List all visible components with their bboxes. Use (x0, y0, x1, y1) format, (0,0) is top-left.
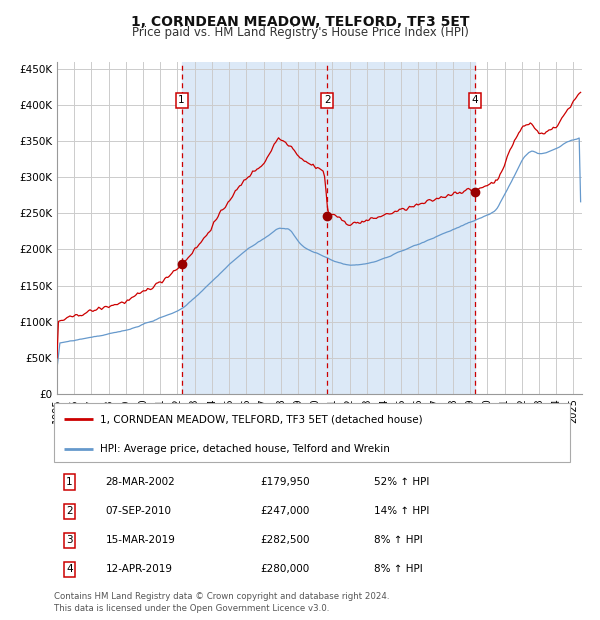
Text: 4: 4 (472, 95, 478, 105)
Text: HPI: Average price, detached house, Telford and Wrekin: HPI: Average price, detached house, Telf… (100, 444, 391, 454)
Bar (182, 62, 475, 394)
FancyBboxPatch shape (54, 403, 570, 462)
Text: £247,000: £247,000 (260, 506, 310, 516)
Text: 07-SEP-2010: 07-SEP-2010 (106, 506, 172, 516)
Text: Price paid vs. HM Land Registry's House Price Index (HPI): Price paid vs. HM Land Registry's House … (131, 26, 469, 38)
Text: 8% ↑ HPI: 8% ↑ HPI (374, 564, 422, 575)
Text: This data is licensed under the Open Government Licence v3.0.: This data is licensed under the Open Gov… (54, 604, 329, 613)
Text: £179,950: £179,950 (260, 477, 310, 487)
Text: 1: 1 (66, 477, 73, 487)
Text: 28-MAR-2002: 28-MAR-2002 (106, 477, 175, 487)
Text: £280,000: £280,000 (260, 564, 310, 575)
Text: 1, CORNDEAN MEADOW, TELFORD, TF3 5ET: 1, CORNDEAN MEADOW, TELFORD, TF3 5ET (131, 15, 469, 29)
Text: £282,500: £282,500 (260, 535, 310, 546)
Text: 52% ↑ HPI: 52% ↑ HPI (374, 477, 429, 487)
Text: Contains HM Land Registry data © Crown copyright and database right 2024.: Contains HM Land Registry data © Crown c… (54, 592, 389, 601)
Text: 1, CORNDEAN MEADOW, TELFORD, TF3 5ET (detached house): 1, CORNDEAN MEADOW, TELFORD, TF3 5ET (de… (100, 415, 423, 425)
Text: 8% ↑ HPI: 8% ↑ HPI (374, 535, 422, 546)
Text: 2: 2 (66, 506, 73, 516)
Text: 4: 4 (66, 564, 73, 575)
Text: 2: 2 (324, 95, 331, 105)
Text: 1: 1 (178, 95, 185, 105)
Text: 12-APR-2019: 12-APR-2019 (106, 564, 173, 575)
Text: 15-MAR-2019: 15-MAR-2019 (106, 535, 175, 546)
Text: 14% ↑ HPI: 14% ↑ HPI (374, 506, 429, 516)
Text: 3: 3 (66, 535, 73, 546)
